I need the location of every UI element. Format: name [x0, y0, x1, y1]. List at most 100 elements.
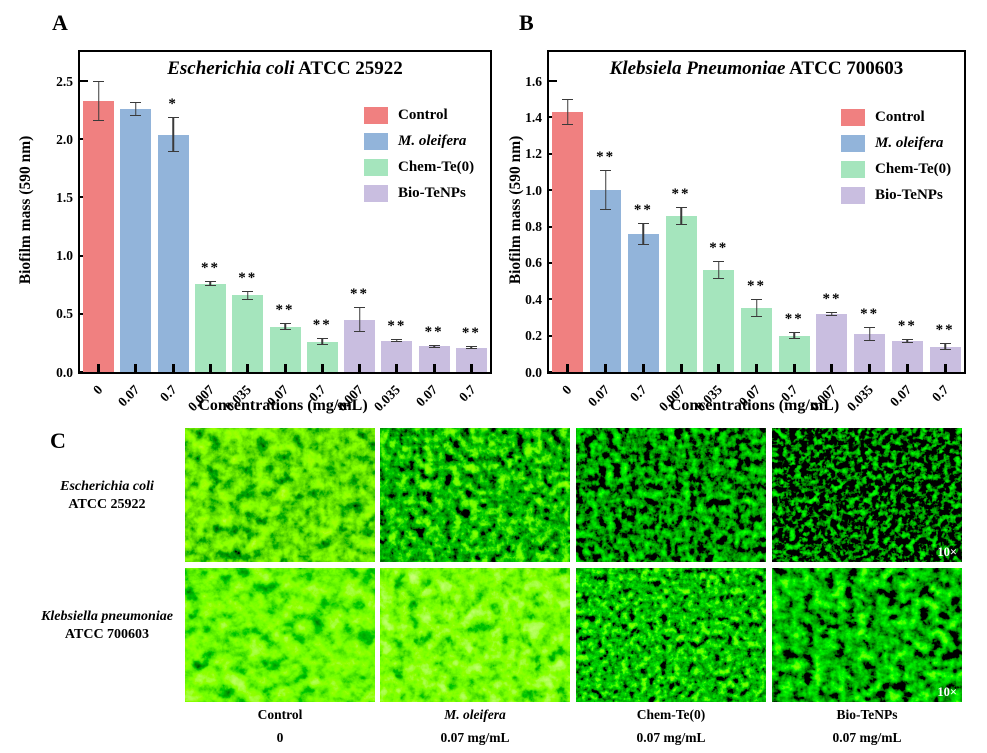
y-tick-label: 0.6 [525, 255, 542, 271]
legend-label-bio-tenps: Bio-TeNPs [398, 184, 466, 201]
row-label-kpneumoniae: Klebsiella pneumoniae ATCC 700603 [28, 608, 186, 643]
fluorescence-image [185, 428, 375, 562]
error-bar [939, 342, 951, 351]
x-tick [395, 364, 399, 372]
error-bar [242, 290, 254, 300]
legend-label-m-oleifera: M. oleifera [875, 134, 944, 151]
error-bar [279, 323, 291, 331]
error-bar-line [172, 118, 174, 152]
y-tick-label: 1.5 [56, 189, 73, 205]
error-bar [167, 117, 179, 153]
x-tick-label: 0 [559, 382, 575, 398]
fluorescence-image [772, 428, 962, 562]
col-label-chem-te0-name: Chem-Te(0) [636, 707, 706, 722]
legend-swatch-control [841, 108, 865, 126]
panel-a-label: A [52, 10, 68, 35]
fluorescence-image [380, 428, 570, 562]
x-tick [905, 364, 909, 372]
error-bar [465, 346, 477, 349]
x-tick [679, 364, 683, 372]
micrograph-ecoli-control [185, 428, 375, 562]
micrograph-ecoli-chem-te0 [576, 428, 766, 562]
y-tick-label: 1.0 [525, 182, 542, 198]
fluorescence-image [576, 568, 766, 702]
error-bar-line [284, 324, 286, 330]
y-tick-label: 1.4 [525, 109, 542, 125]
x-tick [320, 364, 324, 372]
legend-item-bio-tenps: Bio-TeNPs [364, 180, 474, 206]
error-bar [130, 102, 142, 116]
chart-a-legend: Control M. oleifera Chem-Te(0) Bio-TeNPs [364, 102, 474, 206]
panel-b-label: B [519, 10, 534, 35]
x-tick [97, 364, 101, 372]
error-bar [901, 339, 913, 343]
significance-label: ** [312, 317, 332, 334]
chart-a-x-axis-label: Concentrations (mg/mL) [198, 397, 368, 414]
bar-chem_te0 [703, 270, 735, 372]
legend-swatch-control [364, 106, 388, 124]
error-bar [391, 339, 403, 342]
legend-label-chem-te0: Chem-Te(0) [875, 160, 952, 177]
significance-label: ** [935, 321, 955, 338]
col-label-bio-tenps: Bio-TeNPs 0.07 mg/mL [772, 707, 962, 746]
error-bar-line [944, 343, 946, 350]
legend-swatch-m-oleifera [364, 132, 388, 150]
bar-chem_te0 [741, 308, 772, 372]
error-bar-line [642, 223, 645, 244]
error-bar-line [868, 327, 871, 341]
bar-chem_te0 [232, 295, 264, 372]
x-tick [469, 364, 473, 372]
error-bar [788, 332, 800, 340]
col-label-chem-te0: Chem-Te(0) 0.07 mg/mL [576, 707, 766, 746]
y-tick [80, 80, 88, 83]
micrograph-kpneumoniae-chem-te0 [576, 568, 766, 702]
legend-label-control: Control [398, 106, 448, 123]
y-tick-label: 1.6 [525, 73, 542, 89]
error-bar [204, 281, 216, 286]
magnification-label: 10× [937, 545, 957, 559]
y-tick-label: 0.2 [525, 328, 542, 344]
chart-b-title: Klebsiela Pneumoniae ATCC 700603 [549, 58, 964, 80]
fluorescence-image [576, 428, 766, 562]
bar-m_oleifera [627, 233, 659, 372]
row-label-kpneumoniae-strain: ATCC 700603 [64, 626, 150, 642]
chart-b-title-species: Klebsiela Pneumoniae [609, 58, 786, 79]
y-tick-label: 2.0 [56, 131, 73, 147]
legend-item-control: Control [364, 102, 474, 128]
y-tick-label: 0.4 [525, 291, 542, 307]
chart-b-x-axis-label: Concentrations (mg/mL) [669, 397, 840, 414]
x-tick [868, 364, 872, 372]
significance-label: ** [350, 285, 370, 302]
significance-label: ** [709, 240, 729, 257]
significance-label: ** [671, 185, 691, 202]
col-label-control-conc: 0 [276, 730, 284, 745]
chart-a-title-strain: ATCC 25922 [294, 58, 403, 79]
error-bar [316, 338, 328, 346]
legend-label-control: Control [875, 108, 925, 125]
error-bar [713, 261, 725, 280]
legend-label-m-oleifera: M. oleifera [398, 132, 467, 149]
significance-label: ** [200, 260, 220, 277]
x-tick [717, 364, 721, 372]
chart-b-title-strain: ATCC 700603 [785, 58, 904, 79]
x-tick [604, 364, 608, 372]
x-tick [755, 364, 758, 372]
legend-item-chem-te0: Chem-Te(0) [364, 154, 474, 180]
error-bar [562, 99, 574, 125]
chart-a-title-species: Escherichia coli [167, 58, 295, 79]
bar-chem_te0 [665, 215, 697, 372]
y-tick-label: 0.0 [525, 364, 542, 380]
error-bar-line [135, 103, 137, 115]
col-label-m-oleifera-name: M. oleifera [444, 707, 506, 722]
x-tick [792, 364, 796, 372]
chart-a-plot-area: Escherichia coli ATCC 25922 Control M. o… [56, 50, 492, 414]
legend-label-chem-te0: Chem-Te(0) [398, 158, 475, 175]
panel-c-label: C [50, 428, 66, 453]
error-bar [675, 206, 687, 225]
significance-label: ** [860, 305, 880, 322]
col-label-bio-tenps-conc: 0.07 mg/mL [832, 730, 902, 745]
col-label-m-oleifera: M. oleifera 0.07 mg/mL [380, 707, 570, 746]
error-bar [354, 306, 366, 333]
legend-item-control: Control [841, 104, 951, 130]
legend-swatch-m-oleifera [841, 134, 865, 152]
